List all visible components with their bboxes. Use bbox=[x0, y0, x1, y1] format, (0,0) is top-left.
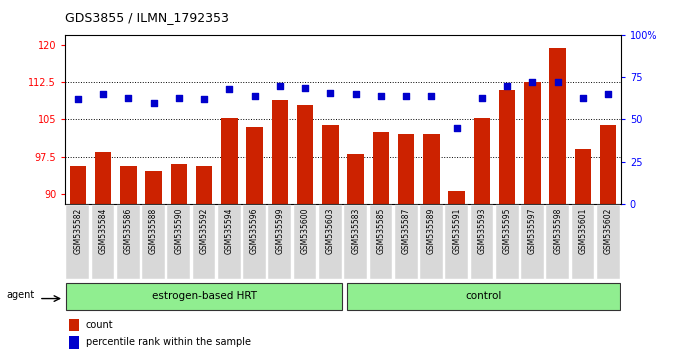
Bar bbox=[69, 336, 79, 349]
FancyBboxPatch shape bbox=[167, 205, 190, 279]
Point bbox=[274, 83, 285, 88]
Bar bbox=[95, 152, 111, 204]
FancyBboxPatch shape bbox=[218, 205, 241, 279]
Text: GSM535582: GSM535582 bbox=[73, 207, 82, 253]
FancyBboxPatch shape bbox=[546, 205, 569, 279]
Text: GSM535602: GSM535602 bbox=[604, 207, 613, 254]
Text: GSM535597: GSM535597 bbox=[528, 207, 537, 254]
Text: percentile rank within the sample: percentile rank within the sample bbox=[86, 337, 251, 348]
FancyBboxPatch shape bbox=[244, 205, 266, 279]
FancyBboxPatch shape bbox=[496, 205, 519, 279]
Point bbox=[426, 93, 437, 99]
FancyBboxPatch shape bbox=[117, 205, 140, 279]
Text: GSM535590: GSM535590 bbox=[174, 207, 183, 254]
Bar bbox=[69, 319, 79, 331]
Point bbox=[97, 91, 108, 97]
Text: GSM535586: GSM535586 bbox=[123, 207, 133, 254]
Bar bbox=[297, 105, 314, 204]
Bar bbox=[499, 90, 515, 204]
Text: GSM535596: GSM535596 bbox=[250, 207, 259, 254]
FancyBboxPatch shape bbox=[471, 205, 493, 279]
Bar bbox=[69, 166, 86, 204]
Point bbox=[300, 85, 311, 90]
Point bbox=[401, 93, 412, 99]
Point bbox=[350, 91, 361, 97]
Text: GSM535600: GSM535600 bbox=[300, 207, 309, 254]
Point bbox=[199, 96, 210, 102]
Text: GSM535592: GSM535592 bbox=[200, 207, 209, 254]
Bar bbox=[524, 82, 541, 204]
Point bbox=[123, 95, 134, 101]
Text: GSM535599: GSM535599 bbox=[275, 207, 285, 254]
Bar bbox=[145, 171, 162, 204]
Bar bbox=[449, 191, 465, 204]
FancyBboxPatch shape bbox=[344, 205, 367, 279]
FancyBboxPatch shape bbox=[597, 205, 619, 279]
Bar bbox=[575, 149, 591, 204]
Bar bbox=[196, 166, 212, 204]
Bar bbox=[398, 134, 414, 204]
Bar bbox=[347, 154, 364, 204]
Text: GSM535603: GSM535603 bbox=[326, 207, 335, 254]
Text: GDS3855 / ILMN_1792353: GDS3855 / ILMN_1792353 bbox=[65, 11, 229, 24]
Bar bbox=[272, 100, 288, 204]
Text: agent: agent bbox=[7, 290, 35, 300]
FancyBboxPatch shape bbox=[319, 205, 342, 279]
Bar bbox=[423, 134, 440, 204]
Point bbox=[603, 91, 614, 97]
Bar bbox=[372, 132, 389, 204]
FancyBboxPatch shape bbox=[394, 205, 418, 279]
FancyBboxPatch shape bbox=[268, 205, 292, 279]
FancyBboxPatch shape bbox=[67, 205, 89, 279]
Point bbox=[451, 125, 462, 131]
Point bbox=[501, 83, 512, 88]
Bar bbox=[474, 119, 490, 204]
FancyBboxPatch shape bbox=[571, 205, 594, 279]
FancyBboxPatch shape bbox=[294, 205, 316, 279]
Point bbox=[174, 95, 185, 101]
Point bbox=[552, 80, 563, 85]
Text: estrogen-based HRT: estrogen-based HRT bbox=[152, 291, 257, 302]
Bar bbox=[120, 166, 137, 204]
Bar bbox=[322, 125, 339, 204]
Bar bbox=[600, 125, 617, 204]
FancyBboxPatch shape bbox=[67, 282, 342, 310]
Text: GSM535589: GSM535589 bbox=[427, 207, 436, 254]
Point bbox=[527, 80, 538, 85]
Point bbox=[249, 93, 260, 99]
Text: GSM535585: GSM535585 bbox=[377, 207, 386, 254]
Text: GSM535583: GSM535583 bbox=[351, 207, 360, 254]
Point bbox=[148, 100, 159, 105]
Bar bbox=[549, 48, 566, 204]
FancyBboxPatch shape bbox=[521, 205, 544, 279]
Point bbox=[477, 95, 488, 101]
Bar bbox=[171, 164, 187, 204]
FancyBboxPatch shape bbox=[92, 205, 115, 279]
FancyBboxPatch shape bbox=[445, 205, 468, 279]
FancyBboxPatch shape bbox=[347, 282, 619, 310]
FancyBboxPatch shape bbox=[420, 205, 442, 279]
Text: GSM535598: GSM535598 bbox=[553, 207, 563, 254]
FancyBboxPatch shape bbox=[193, 205, 215, 279]
Point bbox=[375, 93, 386, 99]
Bar bbox=[221, 119, 237, 204]
FancyBboxPatch shape bbox=[142, 205, 165, 279]
Bar bbox=[246, 127, 263, 204]
Text: GSM535593: GSM535593 bbox=[477, 207, 486, 254]
Point bbox=[72, 96, 83, 102]
Text: GSM535594: GSM535594 bbox=[225, 207, 234, 254]
Text: control: control bbox=[465, 291, 501, 302]
Text: GSM535584: GSM535584 bbox=[99, 207, 108, 254]
Text: GSM535595: GSM535595 bbox=[503, 207, 512, 254]
Text: GSM535588: GSM535588 bbox=[149, 207, 158, 253]
Point bbox=[325, 90, 336, 95]
Point bbox=[224, 86, 235, 92]
Text: GSM535591: GSM535591 bbox=[452, 207, 461, 254]
Text: GSM535601: GSM535601 bbox=[578, 207, 587, 254]
Text: count: count bbox=[86, 320, 113, 330]
Point bbox=[578, 95, 589, 101]
FancyBboxPatch shape bbox=[370, 205, 392, 279]
Text: GSM535587: GSM535587 bbox=[401, 207, 411, 254]
